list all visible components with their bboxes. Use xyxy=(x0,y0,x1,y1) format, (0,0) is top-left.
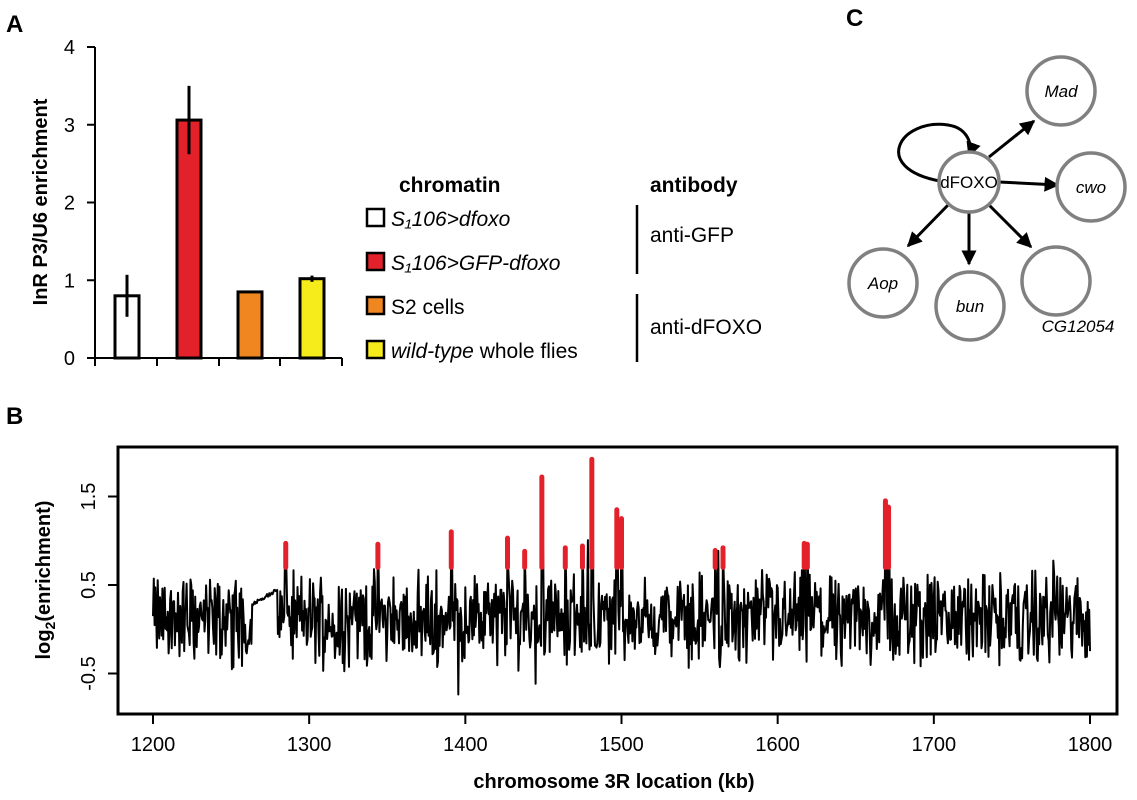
node-bun: bun xyxy=(934,270,1006,342)
panel-b-letter: B xyxy=(6,403,23,430)
bar xyxy=(298,277,326,360)
line-chart-x-tick-label: 1400 xyxy=(443,734,488,756)
node-aop: Aop xyxy=(847,247,919,319)
edge-to-cg12054 xyxy=(985,201,1033,249)
svg-text:cwo: cwo xyxy=(1076,178,1106,197)
node-dfoxo: dFOXO xyxy=(937,150,1001,214)
line-chart: -0.50.51.5 1200 1300 1400 1500 1600 1700 1800 … xyxy=(33,445,1119,793)
panel-c-letter: C xyxy=(846,5,863,32)
legend-entry-label: wild-type whole flies xyxy=(391,340,578,363)
line-chart-x-label: chromosome 3R location (kb) xyxy=(473,771,754,793)
line-chart-x-tick-label: 1300 xyxy=(287,734,332,756)
line-chart-y-tick-label: 0.5 xyxy=(78,571,100,599)
bar-chart-y-tick-label: 4 xyxy=(64,37,75,59)
bar-chart-y-tick-label: 3 xyxy=(64,115,75,137)
legend-swatch xyxy=(365,339,386,360)
legend-antibody-header: antibody xyxy=(650,174,738,197)
node-cg12054: CG12054 xyxy=(1020,245,1115,336)
line-chart-x-tick-label: 1700 xyxy=(912,734,957,756)
bar xyxy=(175,118,203,360)
enrichment-trace xyxy=(152,458,1091,696)
line-chart-y-label: log2(enrichment) xyxy=(33,501,58,660)
legend-entry-label: S2 cells xyxy=(391,296,465,319)
line-chart-x-tick-label: 1600 xyxy=(755,734,800,756)
line-chart-y-tick-label: -0.5 xyxy=(78,656,100,690)
svg-text:bun: bun xyxy=(956,297,984,316)
bar-chart-y-label: InR P3/U6 enrichment xyxy=(30,98,52,305)
edge-to-cwo xyxy=(998,176,1060,192)
legend-entry-label: S₁106>dfoxo xyxy=(391,208,511,231)
legend-swatch xyxy=(365,295,386,316)
line-chart-x-tick-label: 1800 xyxy=(1068,734,1113,756)
bar-chart-y-tick-label: 0 xyxy=(64,348,75,370)
node-cwo: cwo xyxy=(1055,151,1127,223)
edge-to-aop xyxy=(906,201,952,248)
bar-chart-y-tick-label: 2 xyxy=(64,193,75,215)
node-mad: Mad xyxy=(1025,55,1097,127)
legend-swatch xyxy=(365,251,386,272)
line-chart-frame xyxy=(116,445,1119,716)
line-chart-x-tick-label: 1200 xyxy=(131,734,176,756)
bar xyxy=(236,290,264,360)
bar-chart-y-tick-label: 1 xyxy=(64,270,75,292)
panel-a-letter: A xyxy=(6,11,23,38)
self-loop-arrow xyxy=(897,122,981,183)
svg-text:CG12054: CG12054 xyxy=(1042,317,1115,336)
legend-chromatin-header: chromatin xyxy=(399,174,501,197)
svg-text:dFOXO: dFOXO xyxy=(940,173,998,192)
legend-antibody-dfoxo: anti-dFOXO xyxy=(650,316,762,339)
edge-to-mad xyxy=(988,119,1036,159)
legend-antibody-gfp: anti-GFP xyxy=(650,224,734,247)
network-diagram: dFOXO Mad cwo Aop bun CG12054 xyxy=(847,55,1127,342)
svg-text:Mad: Mad xyxy=(1044,82,1078,101)
line-chart-y-tick-label: 1.5 xyxy=(78,483,100,511)
legend-entry-label: S₁106>GFP-dfoxo xyxy=(391,252,561,275)
svg-text:Aop: Aop xyxy=(867,274,898,293)
legend-swatch xyxy=(365,207,386,228)
line-chart-x-tick-label: 1500 xyxy=(599,734,644,756)
legend: chromatin antibody S₁106>dfoxo S₁106>GFP-… xyxy=(365,174,762,363)
bar-chart: 0 1 2 3 4 InR P3/U6 enrichment xyxy=(30,37,343,370)
